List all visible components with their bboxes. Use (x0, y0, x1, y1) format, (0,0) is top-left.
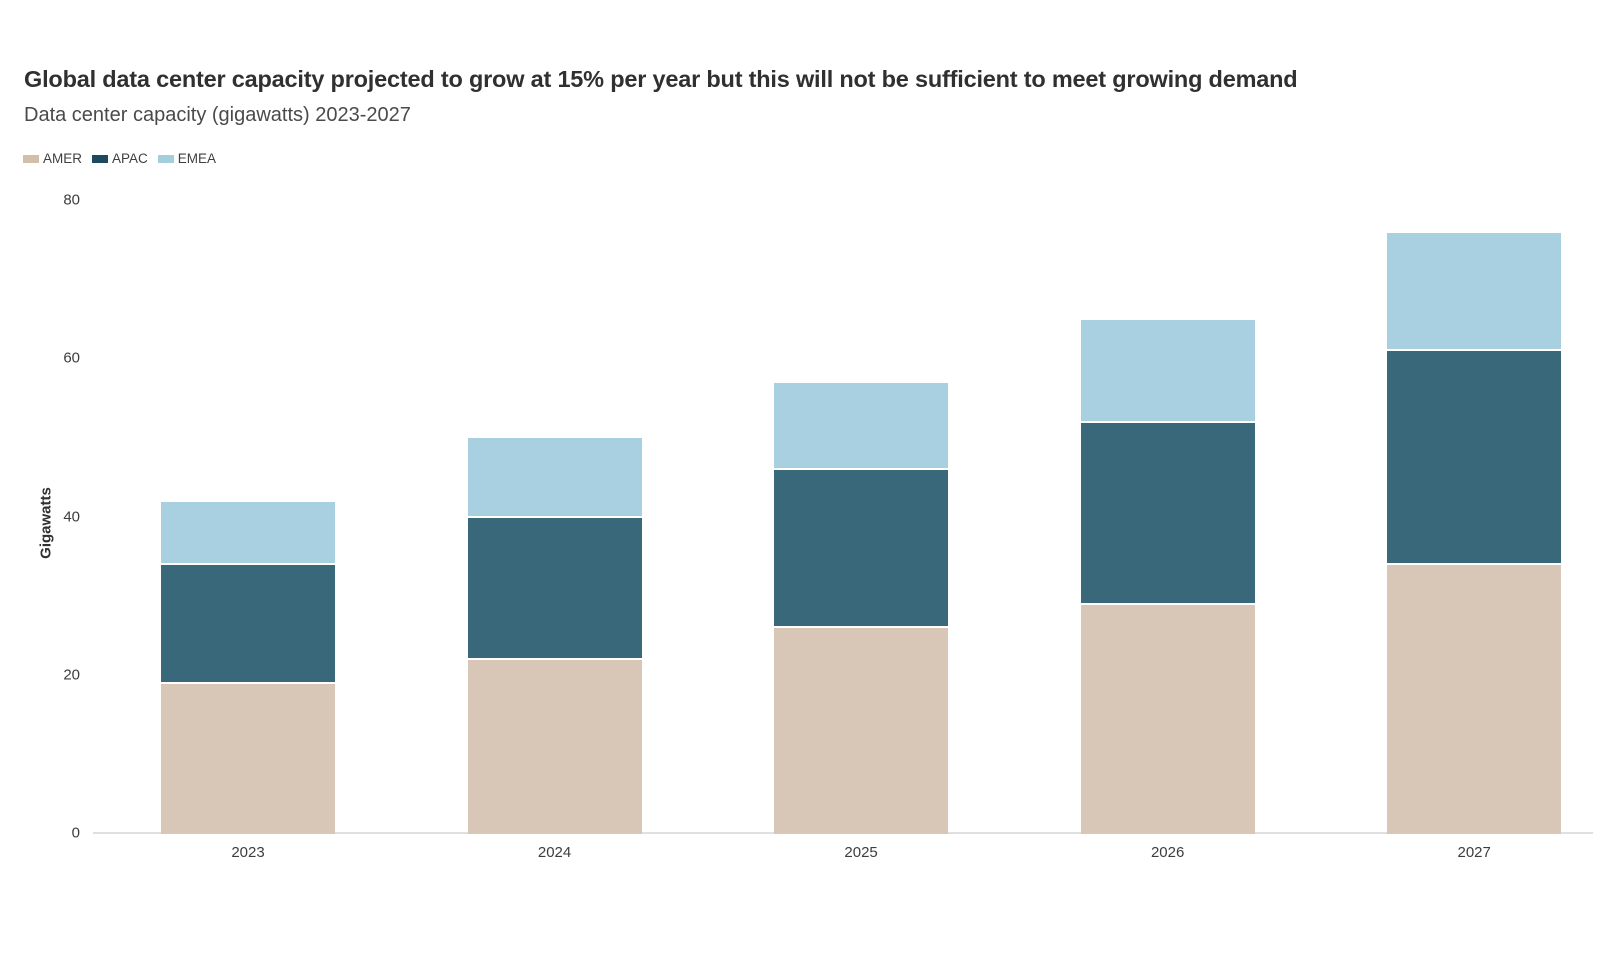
x-label-2027: 2027 (1457, 844, 1491, 861)
segment-2023-amer (161, 683, 335, 834)
segment-2025-amer (774, 628, 949, 834)
y-tick-60: 60 (63, 349, 80, 367)
x-label-2025: 2025 (844, 844, 878, 861)
legend-item-apac: APAC (92, 151, 148, 166)
segment-2024-apac (467, 517, 642, 660)
segment-2024-emea (467, 438, 642, 518)
segment-2023-emea (161, 501, 335, 565)
segment-2027-emea (1387, 232, 1562, 352)
segment-2026-emea (1080, 319, 1255, 423)
legend-label-amer: AMER (43, 151, 83, 166)
segment-2027-apac (1387, 351, 1562, 565)
segment-2027-amer (1387, 564, 1562, 834)
y-tick-80: 80 (63, 191, 80, 209)
bar-2027 (1387, 232, 1562, 834)
legend-label-apac: APAC (112, 151, 148, 166)
segment-2025-emea (774, 382, 949, 471)
x-label-2026: 2026 (1150, 844, 1185, 861)
chart-title: Global data center capacity projected to… (24, 66, 1298, 92)
segment-2025-apac (774, 470, 949, 629)
legend-swatch-amer (23, 154, 39, 163)
segment-2026-apac (1080, 422, 1255, 605)
legend-label-emea: EMEA (177, 151, 217, 166)
x-label-2024: 2024 (537, 844, 572, 861)
segment-2026-amer (1080, 604, 1255, 834)
legend: AMER APAC EMEA (23, 151, 216, 166)
segment-2023-apac (161, 564, 335, 684)
bar-2024 (467, 438, 642, 834)
segment-2024-amer (467, 659, 642, 834)
y-tick-20: 20 (63, 666, 80, 684)
bar-2026 (1080, 319, 1255, 834)
bar-2025 (774, 382, 949, 834)
legend-item-amer: AMER (23, 151, 82, 166)
legend-swatch-apac (92, 154, 109, 163)
legend-swatch-emea (157, 154, 174, 163)
bar-2023 (161, 501, 335, 834)
y-tick-40: 40 (63, 508, 80, 525)
legend-item-emea: EMEA (157, 151, 217, 166)
y-tick-0: 0 (71, 824, 80, 842)
x-label-2023: 2023 (231, 844, 265, 861)
chart-subtitle: Data center capacity (gigawatts) 2023-20… (24, 104, 411, 126)
